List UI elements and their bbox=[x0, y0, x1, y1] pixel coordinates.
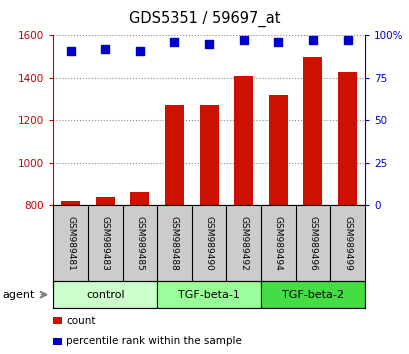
Bar bbox=[234, 76, 253, 354]
Point bbox=[205, 41, 212, 47]
Text: GSM989481: GSM989481 bbox=[66, 216, 75, 271]
Bar bbox=[95, 197, 115, 354]
Text: GDS5351 / 59697_at: GDS5351 / 59697_at bbox=[129, 11, 280, 27]
Point bbox=[344, 38, 350, 43]
Text: GSM989496: GSM989496 bbox=[308, 216, 317, 271]
Text: percentile rank within the sample: percentile rank within the sample bbox=[66, 336, 242, 347]
Bar bbox=[337, 72, 356, 354]
Text: GSM989490: GSM989490 bbox=[204, 216, 213, 271]
Bar bbox=[130, 192, 149, 354]
Point bbox=[171, 39, 178, 45]
Text: GSM989483: GSM989483 bbox=[101, 216, 110, 271]
Text: TGF-beta-1: TGF-beta-1 bbox=[178, 290, 239, 300]
Bar bbox=[199, 105, 218, 354]
Text: GSM989499: GSM989499 bbox=[342, 216, 351, 271]
Bar bbox=[164, 105, 184, 354]
Text: GSM989488: GSM989488 bbox=[170, 216, 179, 271]
Point bbox=[274, 39, 281, 45]
Point bbox=[309, 38, 315, 43]
Text: control: control bbox=[86, 290, 124, 300]
Bar bbox=[53, 281, 157, 308]
Point bbox=[102, 46, 108, 52]
Bar bbox=[303, 57, 322, 354]
Text: agent: agent bbox=[2, 290, 34, 300]
Text: GSM989494: GSM989494 bbox=[273, 216, 282, 271]
Bar bbox=[268, 95, 287, 354]
Bar bbox=[61, 201, 80, 354]
Text: GSM989485: GSM989485 bbox=[135, 216, 144, 271]
Bar bbox=[157, 281, 261, 308]
Point bbox=[136, 48, 143, 53]
Text: TGF-beta-2: TGF-beta-2 bbox=[281, 290, 343, 300]
Bar bbox=[261, 281, 364, 308]
Point bbox=[67, 48, 74, 53]
Point bbox=[240, 38, 246, 43]
Text: GSM989492: GSM989492 bbox=[238, 216, 247, 271]
Text: count: count bbox=[66, 315, 96, 326]
